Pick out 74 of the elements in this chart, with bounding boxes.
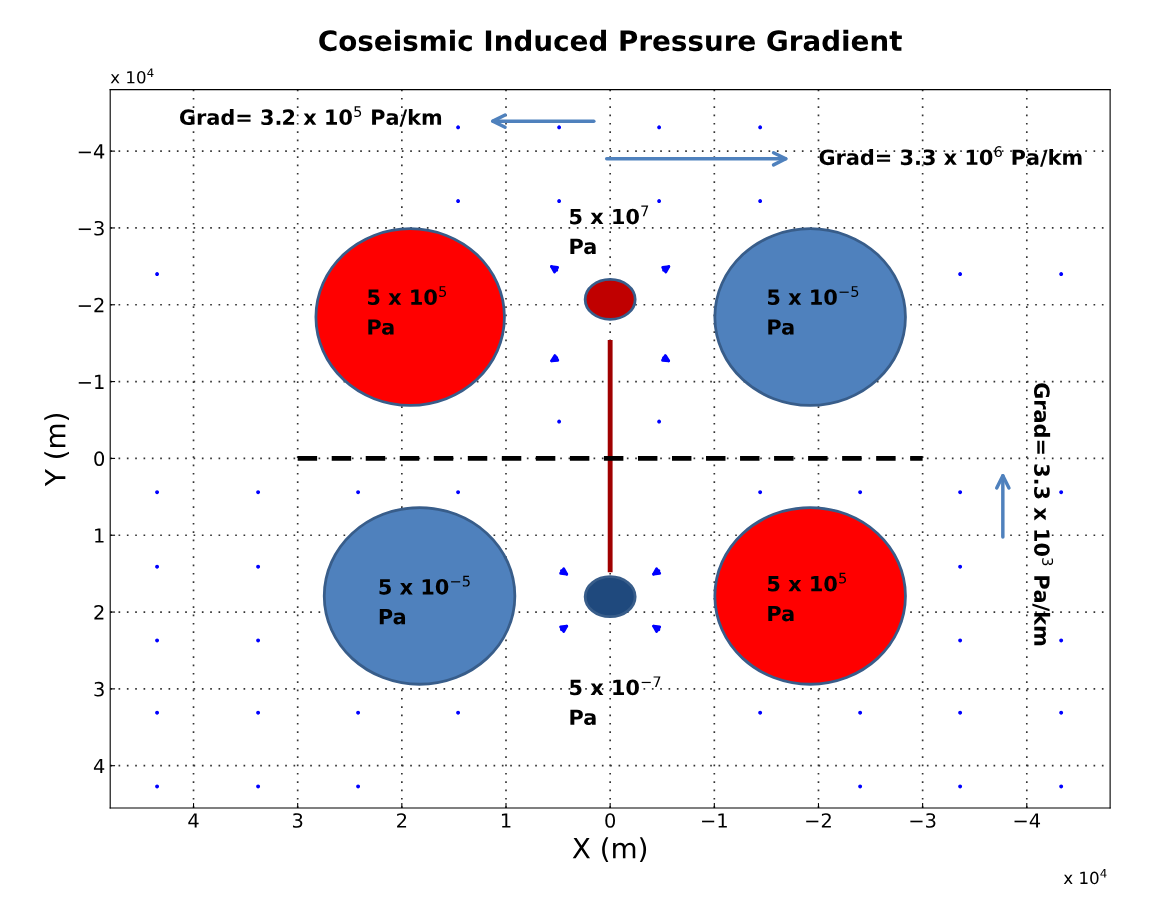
x-tick-label: 0 [605,813,616,828]
point [456,199,461,204]
point [858,784,863,789]
point [155,710,160,715]
point [456,490,461,495]
point [758,710,763,715]
y-tick-label: 4 [93,758,105,774]
y-tick-label: −3 [78,220,104,236]
text: 5 x 10$^{5}$ Pa [768,572,847,622]
point [958,272,963,276]
x-tick-label: 1 [501,813,511,828]
point [758,199,763,204]
point [958,784,963,789]
point [858,490,863,495]
y-tick-label: 3 [94,681,104,697]
point [155,490,160,495]
point [1059,784,1064,789]
x-tick-label: 4 [188,813,199,828]
point [155,784,160,789]
annotation: Grad= 3.2 x 10$^{5}$ Pa/km [179,106,442,127]
point [456,125,461,130]
point [1059,490,1064,495]
point [557,199,562,204]
point [557,125,562,130]
annotation: Grad= 3.3 x 10$^{6}$ Pa/km [819,146,1082,167]
point [256,564,261,569]
point [256,710,261,715]
point [356,784,361,789]
point [657,419,662,424]
x-tick-label: −1 [702,813,727,828]
y-tick-label: 0 [94,451,105,467]
x-tick-label: −2 [806,813,831,828]
point [256,638,261,643]
annotation: Grad= 3.3 x 10$^{3}$ Pa/km [1032,383,1054,646]
y-tick-label: −1 [78,374,104,389]
text: 5 x 10$^{5}$ Pa [368,286,447,335]
x-tick-label: −3 [910,813,936,828]
y-axis-title: Y (m) [44,413,69,487]
point [1059,710,1064,715]
x-tick-label: −4 [1014,813,1041,828]
y-tick-label: 1 [95,528,104,543]
chart-title: Coseismic Induced Pressure Gradient [319,29,902,52]
point [155,564,160,569]
point [657,125,662,130]
point [1059,272,1064,276]
text: x 10$^{4}$ [1063,869,1107,885]
point [858,710,863,715]
point [356,490,361,495]
point [155,272,160,276]
y-tick-label: −4 [78,144,105,159]
point [155,638,160,643]
point [958,564,963,569]
x-tick-label: 2 [397,813,407,828]
point [557,419,562,424]
point [958,710,963,715]
point [256,490,261,495]
point [1059,638,1064,643]
y-tick-label: −2 [78,297,104,313]
text: 5 x 10$^{−5}$ Pa [768,286,859,335]
text: 5 x 10$^{−5}$ Pa [379,575,470,625]
text: 5 x 10$^{−7}$ Pa [570,676,661,726]
text: 5 x 10$^{7}$ Pa [570,205,649,255]
point [958,490,963,495]
y-tick-label: 2 [94,605,104,620]
point [456,710,461,715]
point [356,710,361,715]
point [958,638,963,643]
point [758,125,763,130]
x-axis-title: X (m) [572,837,647,862]
point [657,199,662,204]
point [758,490,763,495]
point [256,784,261,789]
x-tick-label: 3 [292,813,303,828]
text: x 10$^{4}$ [110,68,154,84]
